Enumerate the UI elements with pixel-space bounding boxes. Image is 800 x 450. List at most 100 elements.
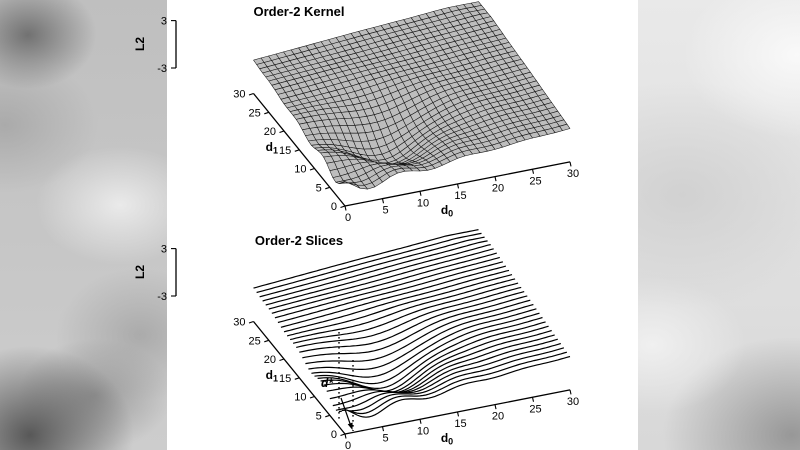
y-tick-mark (279, 130, 285, 134)
y-tick-label: 15 (279, 145, 291, 157)
slice-curve (302, 295, 528, 359)
slices-plot-title: Order-2 Slices (255, 233, 343, 248)
dstar-annotation-label: d* (321, 376, 334, 390)
slice-curve (268, 248, 494, 310)
y-tick-label: 5 (316, 410, 322, 422)
slice-curve (296, 286, 522, 348)
y-tick-mark (340, 205, 346, 209)
y-tick-mark (294, 149, 300, 152)
slice-curve (311, 308, 537, 378)
y-tick-label: 30 (233, 89, 245, 101)
slices-zaxis-label: L2 (133, 265, 147, 279)
y-tick-mark (325, 186, 330, 190)
y-tick-label: 10 (294, 164, 306, 176)
x-tick-label: 15 (454, 190, 466, 202)
slice-curve (323, 325, 549, 394)
x-tick-label: 25 (529, 403, 541, 415)
y-tick-label: 30 (233, 317, 245, 329)
slice-curve (253, 229, 479, 289)
mesh-cell (341, 181, 353, 186)
x-tick-mark (569, 389, 572, 395)
slice-fill (345, 356, 570, 434)
slice-curve (259, 236, 485, 298)
y-tick-label: 25 (249, 107, 261, 119)
slice-curve (292, 282, 519, 344)
kernel-zaxis-label: L2 (133, 37, 147, 51)
x-tick-label: 5 (382, 433, 388, 445)
x-tick-label: 0 (345, 212, 351, 224)
slice-curve (344, 355, 571, 418)
kernel-mesh-surface (253, 1, 571, 190)
yaxis-label-base: d (266, 368, 273, 382)
x-tick-label: 0 (345, 440, 351, 450)
y-tick-mark (264, 111, 269, 115)
slice-curve (265, 244, 491, 306)
x-tick-label: 15 (454, 418, 466, 430)
x-tick-mark (531, 397, 535, 402)
slice-curve (280, 265, 507, 328)
yaxis-label-sub: 1 (273, 374, 278, 384)
x-tick-label: 20 (492, 411, 504, 423)
y-tick-label: 15 (279, 373, 291, 385)
z-tick-label: -3 (157, 291, 167, 303)
x-tick-mark (456, 183, 460, 189)
z-tick-label: 3 (161, 244, 167, 256)
slice-curve (308, 303, 534, 370)
annotation-arrow-line (340, 397, 351, 424)
x-tick-label: 20 (492, 183, 504, 195)
y-tick-mark (309, 395, 315, 399)
y-tick-mark (248, 92, 254, 96)
x-tick-mark (344, 433, 347, 439)
x-tick-mark (494, 404, 497, 410)
slice-curve (262, 240, 488, 302)
xaxis-label-base: d (441, 203, 448, 217)
kernel-xaxis-label: d0 (441, 203, 453, 219)
slices-waterfall-curves (253, 229, 571, 434)
x-tick-mark (456, 411, 460, 417)
slice-curve (305, 299, 531, 365)
slice-curve (332, 338, 558, 407)
slice-curve (289, 278, 516, 341)
x-tick-mark (419, 191, 422, 196)
slice-curve (329, 334, 555, 400)
dstar-annotation (338, 332, 354, 431)
x-tick-label: 25 (529, 175, 541, 187)
x-tick-mark (569, 161, 572, 167)
xaxis-label-sub: 0 (448, 209, 453, 219)
slice-curve (335, 342, 561, 411)
kernel-yaxis-label: d1 (266, 140, 278, 156)
y-tick-mark (248, 320, 254, 324)
y-tick-label: 25 (249, 335, 261, 347)
y-tick-mark (264, 339, 269, 343)
x-tick-label: 5 (382, 205, 388, 217)
slice-curve (277, 261, 504, 324)
x-tick-label: 30 (567, 168, 579, 180)
kernel-plot-title: Order-2 Kernel (253, 4, 344, 19)
yaxis-label-sub: 1 (273, 146, 278, 156)
y-tick-label: 0 (331, 429, 337, 441)
y-tick-label: 0 (331, 201, 337, 213)
slice-curve (286, 274, 513, 337)
slice-curve (341, 351, 568, 415)
x-tick-mark (381, 426, 385, 432)
slice-curve (326, 329, 552, 394)
slice-curve (256, 232, 482, 294)
xaxis-label-sub: 0 (448, 437, 453, 447)
y-tick-label: 20 (264, 354, 276, 366)
y-tick-label: 20 (264, 126, 276, 138)
slice-curve (317, 316, 543, 390)
slice-curve (274, 256, 500, 319)
x-tick-mark (419, 419, 422, 424)
y-tick-mark (279, 358, 285, 362)
y-tick-mark (340, 433, 346, 437)
y-tick-label: 10 (294, 392, 306, 404)
xaxis-label-base: d (441, 431, 448, 445)
y-tick-mark (294, 377, 300, 380)
x-tick-mark (531, 169, 535, 174)
slices-yaxis-label: d1 (266, 368, 278, 384)
